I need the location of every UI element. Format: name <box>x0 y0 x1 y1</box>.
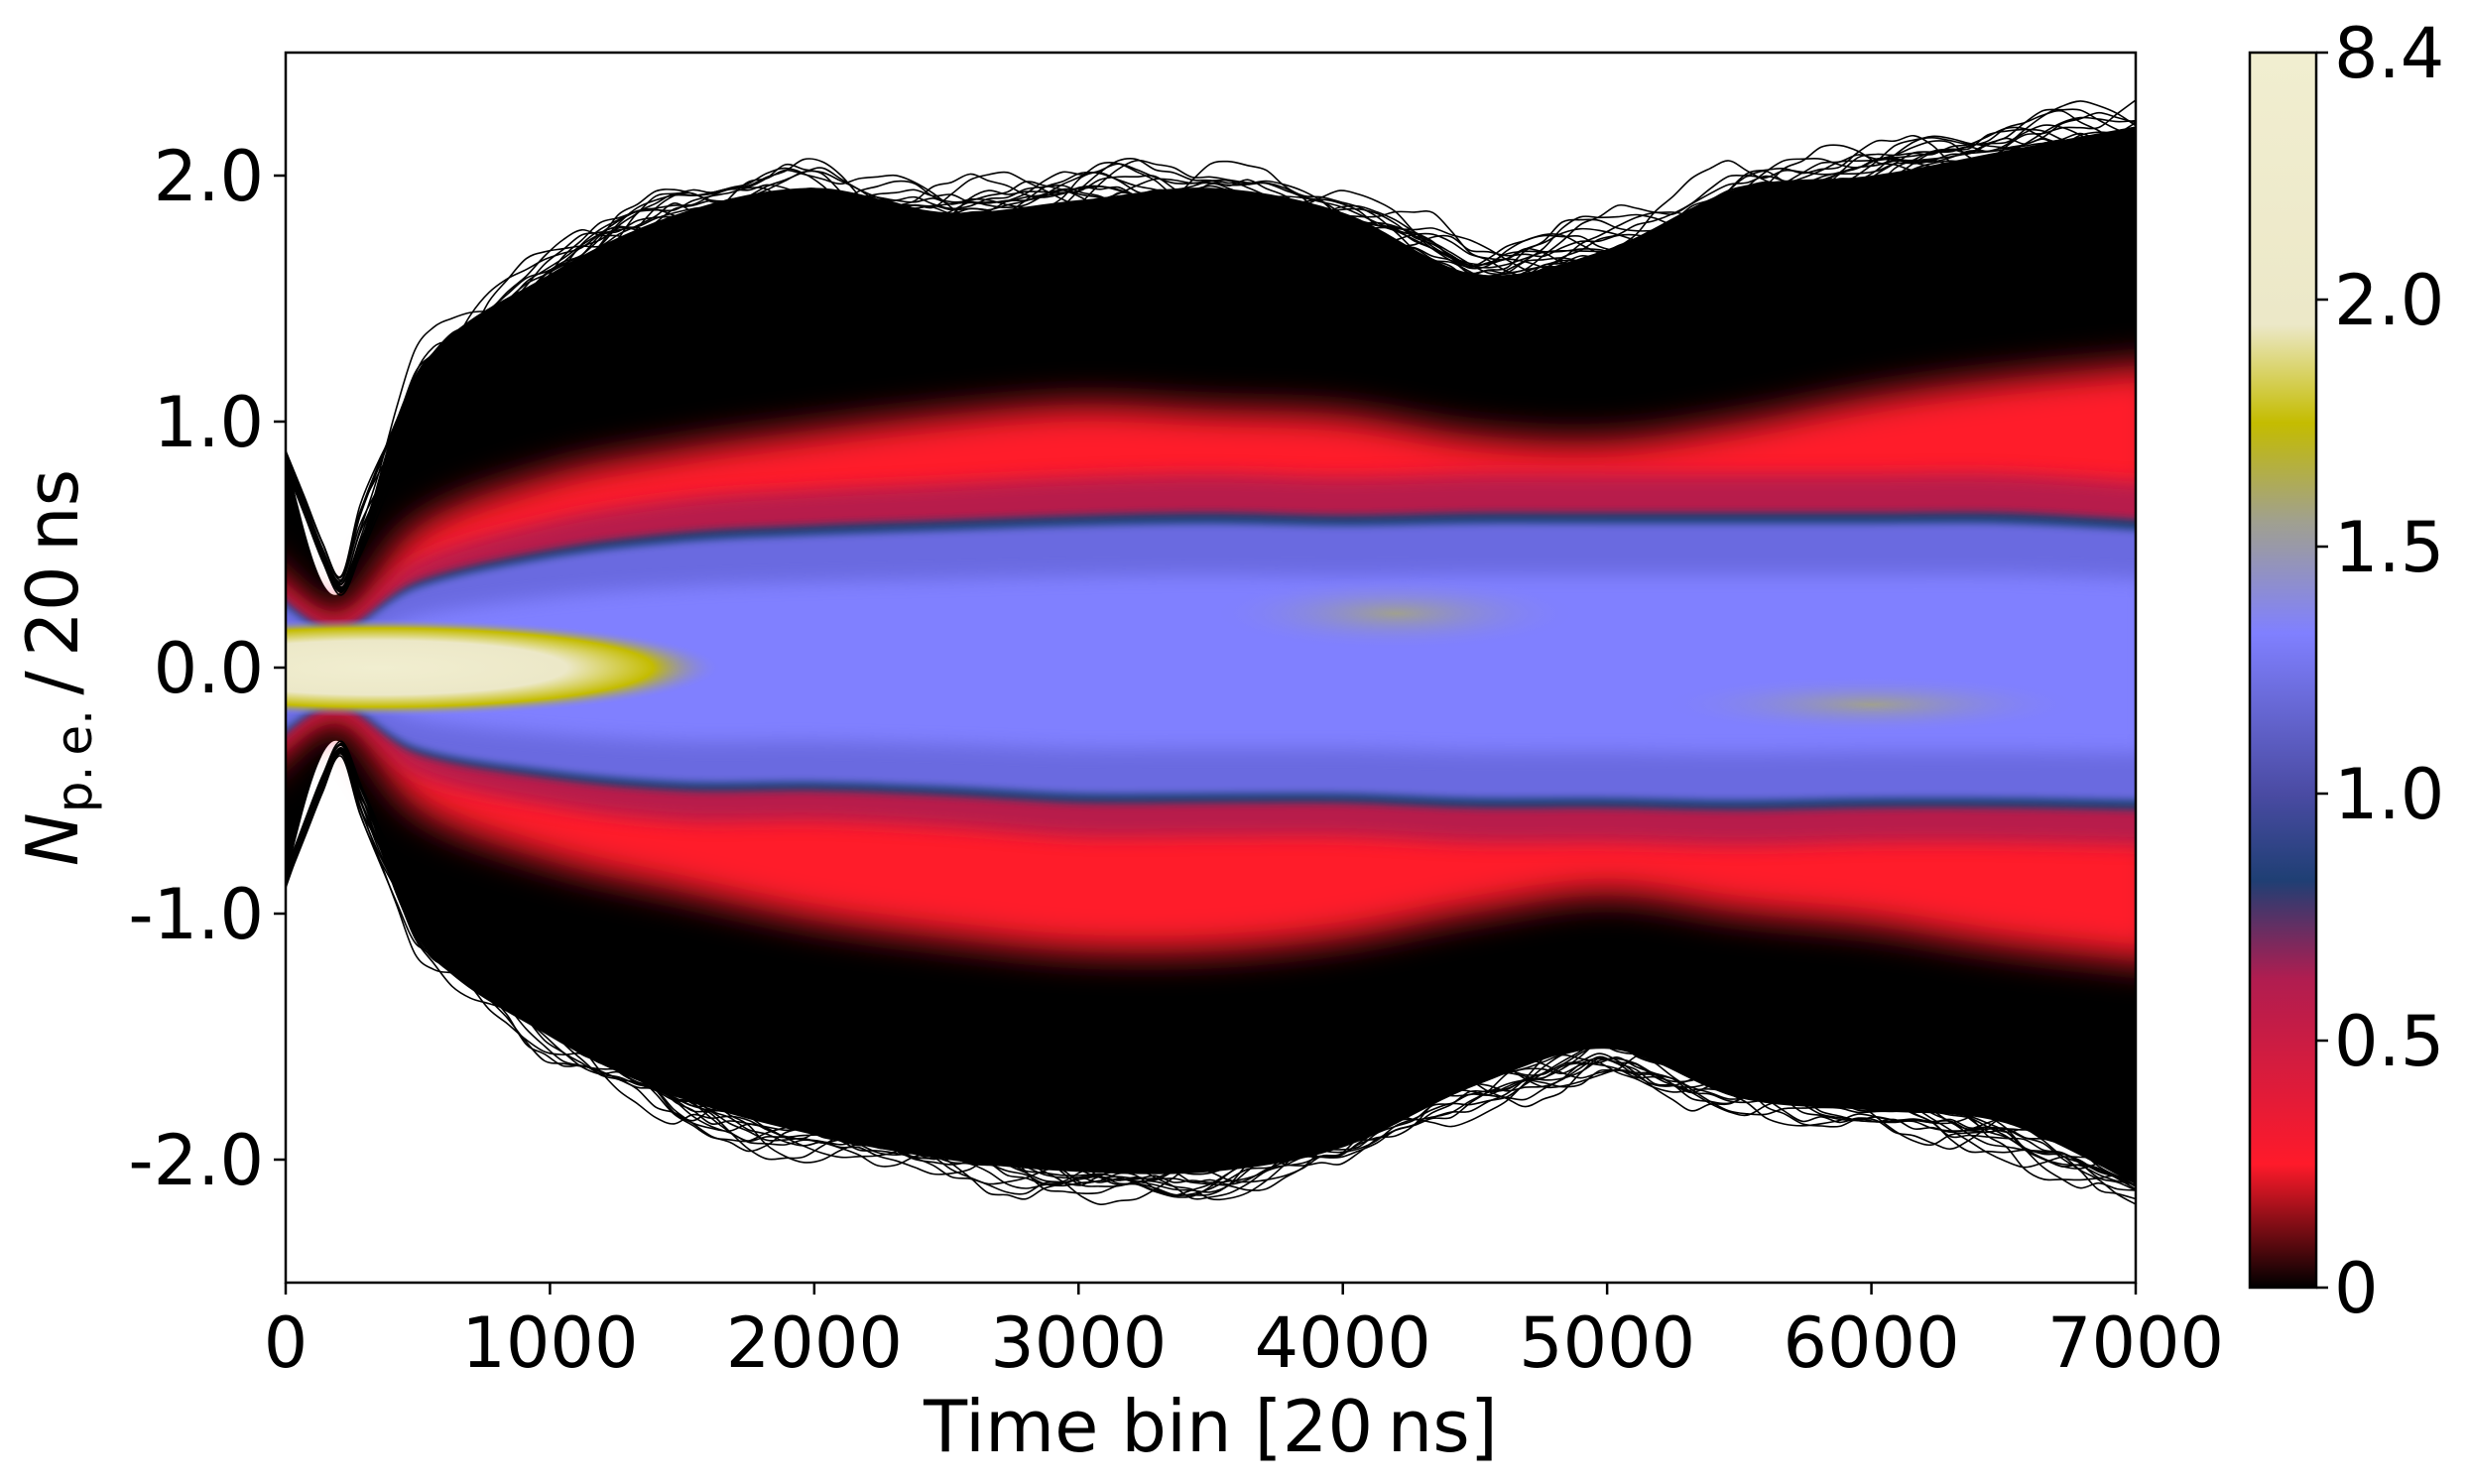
x-tick-label: 7000 <box>2047 1302 2224 1384</box>
waveform-trace <box>286 742 2136 1187</box>
waveform-trace <box>286 750 2136 1200</box>
colorbar-tick-label: 1.0 <box>2334 754 2444 835</box>
waveform-trace <box>286 134 2136 590</box>
waveform-trace <box>286 748 2136 1205</box>
waveform-trace <box>286 753 2136 1201</box>
waveform-trace <box>286 748 2136 1193</box>
y-tick-label: -2.0 <box>128 1120 264 1201</box>
waveform-trace <box>286 750 2136 1186</box>
waveform-trace <box>286 744 2136 1185</box>
x-tick-label: 5000 <box>1519 1302 1695 1384</box>
waveform-trace <box>286 132 2136 586</box>
y-tick-label: -1.0 <box>128 874 264 955</box>
waveform-trace <box>286 132 2136 593</box>
y-axis: -2.0 -1.0 0.0 1.0 2.0 <box>128 136 286 1201</box>
y-axis-subscript: p. e. <box>46 709 103 812</box>
muted-density-spot <box>1660 675 2083 734</box>
waveform-trace <box>286 100 2136 578</box>
x-tick-label: 3000 <box>990 1302 1167 1384</box>
waveform-trace <box>286 748 2136 1198</box>
waveform-trace <box>286 126 2136 590</box>
outlier-traces <box>286 99 2136 1206</box>
x-tick-label: 2000 <box>726 1302 903 1384</box>
waveform-trace <box>286 124 2136 585</box>
waveform-trace <box>286 108 2136 579</box>
y-axis-symbol: N <box>11 812 94 866</box>
y-axis-suffix: / 20 ns <box>11 469 94 709</box>
colorbar-tick-label: 2.0 <box>2334 260 2444 341</box>
waveform-trace <box>286 743 2136 1200</box>
colorbar-frame <box>2248 51 2318 1290</box>
x-axis: 0 1000 2000 3000 4000 5000 6000 7000 <box>264 1283 2224 1384</box>
x-tick-label: 6000 <box>1783 1302 1959 1384</box>
colorbar-tick-label: 8.4 <box>2334 13 2444 94</box>
plot-area <box>286 99 2136 1206</box>
y-tick-label: 2.0 <box>154 136 264 217</box>
x-axis-label: Time bin [20 ns] <box>923 1385 1498 1468</box>
waveform-trace <box>286 99 2136 585</box>
waveform-trace <box>286 751 2136 1206</box>
waveform-trace <box>286 134 2136 591</box>
y-axis-label: Np. e. / 20 ns <box>11 469 103 866</box>
colorbar-ticks: 0 0.5 1.0 1.5 2.0 8.4 <box>2316 13 2444 1329</box>
colorbar-tick-label: 0 <box>2334 1248 2379 1329</box>
colorbar: 0 0.5 1.0 1.5 2.0 8.4 <box>2248 13 2444 1329</box>
y-tick-label: 1.0 <box>154 382 264 463</box>
x-tick-label: 0 <box>264 1302 309 1384</box>
colorbar-tick-label: 0.5 <box>2334 1001 2444 1082</box>
x-tick-label: 4000 <box>1255 1302 1431 1384</box>
colorbar-gradient <box>2250 53 2316 1288</box>
waveform-trace <box>286 740 2136 1195</box>
colorbar-tick-label: 1.5 <box>2334 507 2444 588</box>
waveform-trace <box>286 137 2136 592</box>
waveform-trace <box>286 121 2136 596</box>
x-tick-label: 1000 <box>461 1302 638 1384</box>
y-tick-label: 0.0 <box>154 628 264 709</box>
high-density-core <box>286 618 722 717</box>
waveform-trace <box>286 111 2136 582</box>
muted-density-spot <box>1210 576 1581 651</box>
